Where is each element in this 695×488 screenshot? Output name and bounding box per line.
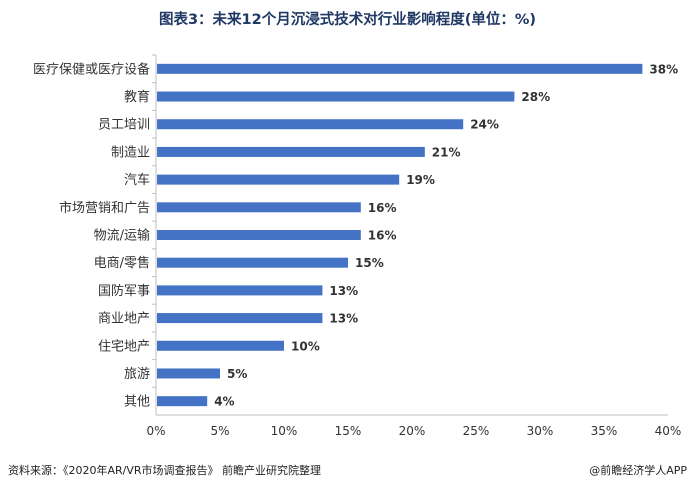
bar — [157, 63, 643, 74]
category-label: 汽车 — [124, 172, 150, 188]
x-tick-label: 15% — [335, 424, 362, 438]
data-label: 13% — [329, 312, 358, 326]
data-label: 38% — [649, 62, 678, 76]
data-label: 21% — [432, 145, 461, 159]
bar — [157, 396, 208, 407]
x-tick-label: 40% — [655, 424, 682, 438]
brand-credit: @前瞻经济学人APP — [589, 464, 687, 477]
category-label: 旅游 — [124, 367, 150, 382]
bar — [157, 313, 323, 324]
bar — [157, 174, 400, 185]
data-label: 16% — [368, 229, 397, 243]
chart-title: 图表3：未来12个月沉浸式技术对行业影响程度(单位：%) — [158, 12, 537, 28]
bar — [157, 285, 323, 296]
bar — [157, 91, 515, 102]
data-label: 5% — [227, 367, 247, 381]
bar — [157, 202, 361, 213]
category-label: 教育 — [124, 89, 150, 105]
x-tick-label: 20% — [399, 424, 426, 438]
data-label: 28% — [521, 90, 550, 104]
x-tick-label: 10% — [271, 424, 298, 438]
category-label: 住宅地产 — [98, 339, 150, 354]
category-label: 市场营销和广告 — [59, 200, 150, 216]
category-label: 物流/运输 — [94, 228, 150, 244]
data-label: 4% — [214, 395, 234, 409]
category-label: 电商/零售 — [94, 255, 150, 271]
category-label: 制造业 — [111, 145, 150, 160]
category-label: 员工培训 — [98, 117, 150, 133]
data-label: 15% — [355, 256, 384, 270]
x-tick-label: 35% — [591, 424, 618, 438]
data-label: 19% — [406, 173, 435, 187]
data-label: 10% — [291, 339, 320, 353]
x-tick-label: 0% — [146, 424, 165, 438]
bar — [157, 257, 348, 268]
data-label: 16% — [368, 201, 397, 215]
category-label: 国防军事 — [98, 283, 150, 299]
x-tick-label: 5% — [210, 424, 229, 438]
bar — [157, 230, 361, 240]
category-label: 医疗保健或医疗设备 — [33, 61, 150, 77]
data-label: 13% — [329, 284, 358, 298]
source-note: 资料来源：《2020年AR/VR市场调查报告》 前瞻产业研究院整理 — [8, 464, 322, 477]
bar — [157, 119, 464, 130]
bar — [157, 340, 284, 351]
x-tick-label: 30% — [527, 424, 554, 438]
bar — [157, 146, 425, 157]
bar — [157, 368, 220, 379]
data-label: 24% — [470, 118, 499, 132]
category-label: 商业地产 — [98, 312, 150, 327]
x-tick-label: 25% — [463, 424, 490, 438]
category-label: 其他 — [124, 395, 150, 410]
